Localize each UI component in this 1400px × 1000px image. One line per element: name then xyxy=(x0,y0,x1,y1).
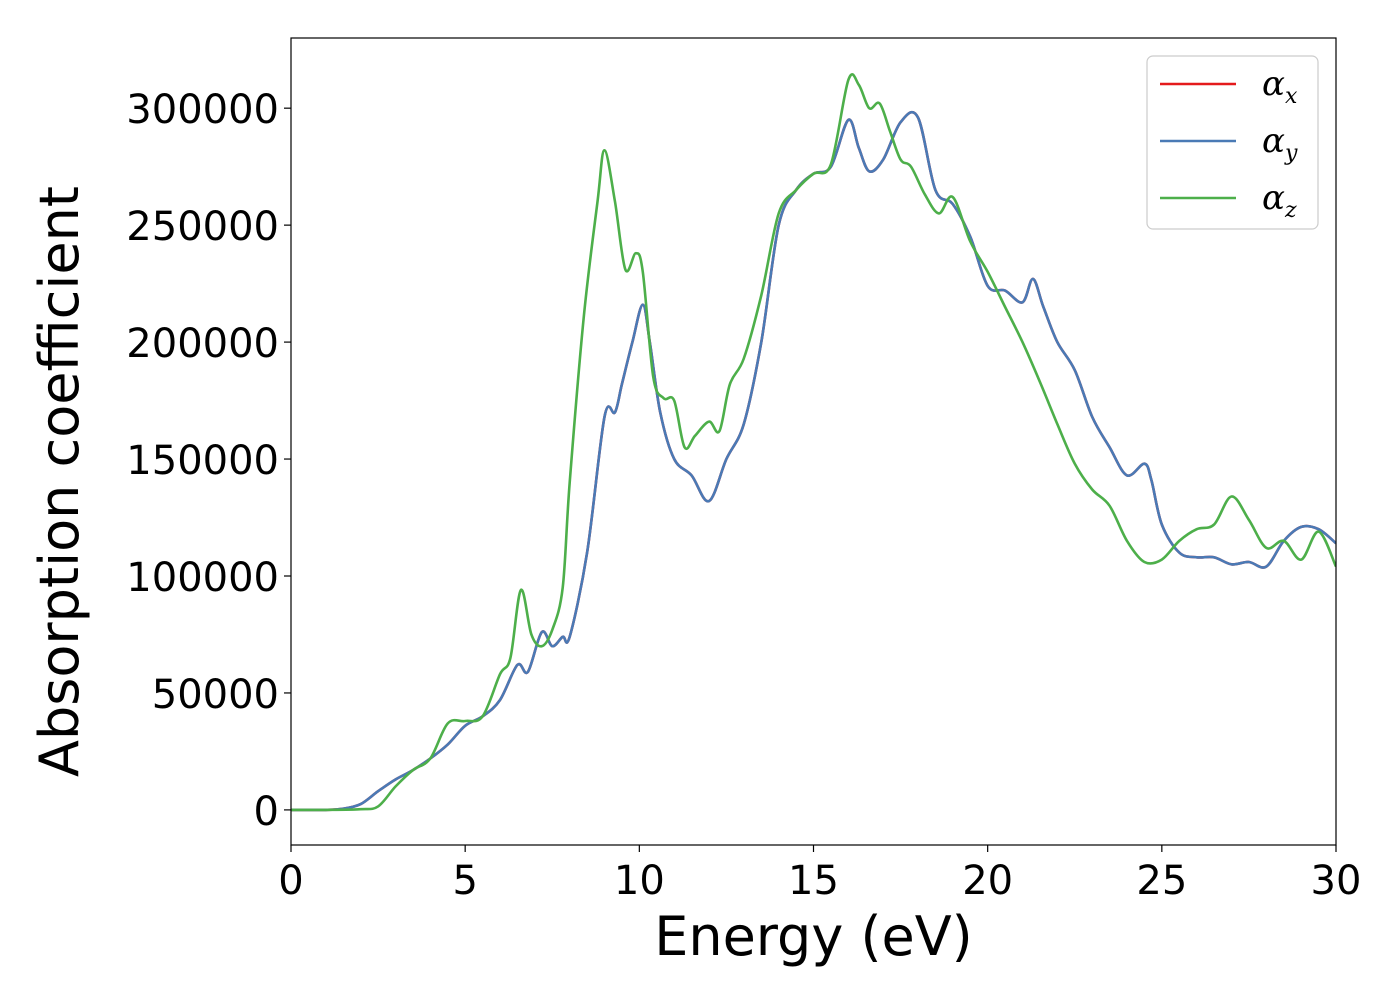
x-tick-label: 20 xyxy=(962,858,1013,904)
x-axis-title: Energy (eV) xyxy=(654,905,973,968)
x-tick-label: 5 xyxy=(452,858,477,904)
x-tick-label: 30 xyxy=(1311,858,1362,904)
legend-label-y: αy xyxy=(1262,121,1298,166)
x-tick-label: 0 xyxy=(278,858,303,904)
legend-label-z: αz xyxy=(1262,178,1297,223)
x-axis-ticks: 0 5 10 15 20 25 30 xyxy=(278,845,1361,904)
legend: αx αy αz xyxy=(1146,55,1319,230)
legend-box xyxy=(1146,55,1319,230)
x-tick-label: 25 xyxy=(1136,858,1187,904)
x-tick-label: 10 xyxy=(614,858,665,904)
y-tick-label: 50000 xyxy=(152,672,279,718)
y-axis-ticks: 0 50000 100000 150000 200000 250000 300000 xyxy=(126,87,291,835)
y-tick-label: 0 xyxy=(254,789,279,835)
y-tick-label: 100000 xyxy=(126,555,279,601)
series-line-z xyxy=(291,73,1336,812)
y-tick-label: 200000 xyxy=(126,321,279,367)
y-axis-title: Absorption coefficient xyxy=(28,186,91,777)
x-tick-label: 15 xyxy=(788,858,839,904)
y-tick-label: 150000 xyxy=(126,438,279,484)
series-layer xyxy=(291,73,1336,812)
y-tick-label: 250000 xyxy=(126,204,279,250)
y-tick-label: 300000 xyxy=(126,87,279,133)
legend-label-x: αx xyxy=(1262,64,1298,109)
